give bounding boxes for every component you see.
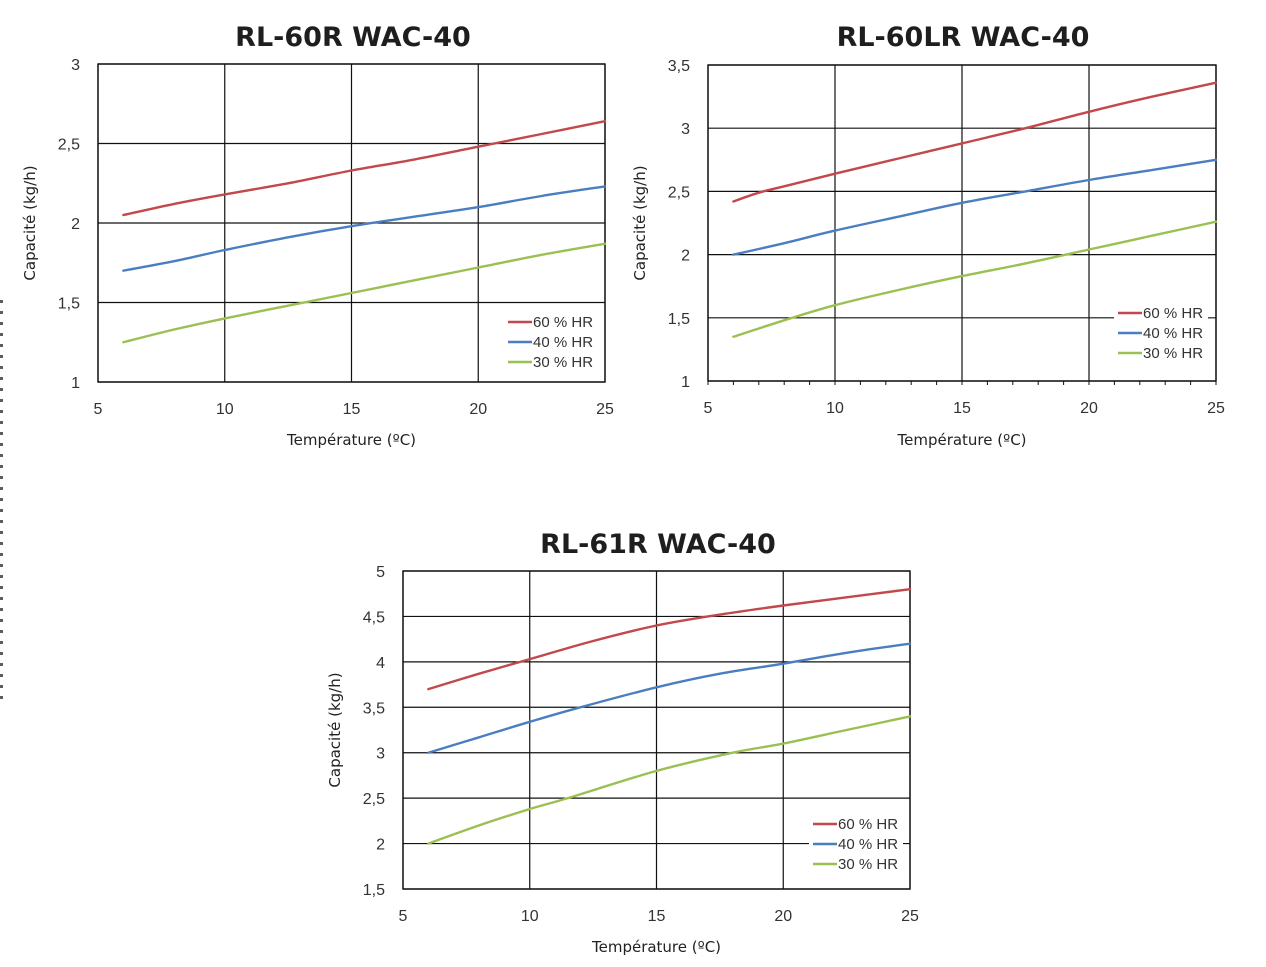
y-tick-label: 4 [376,655,385,672]
cropped-side-text [0,300,3,700]
chart-rl-61r: RL-61R WAC-40 1,5 2 2,5 3 3,5 4 4,5 5 5 10 15 20 25 Te… [305,508,945,967]
plot-frame [402,570,911,890]
x-axis-label: Température (ºC) [896,431,1026,449]
legend-background [504,310,598,370]
series-line-60-hr [427,588,912,691]
x-axis-label: Température (ºC) [591,938,721,956]
y-tick-label: 3 [376,746,385,763]
y-tick-label: 3 [71,57,80,74]
y-tick-label: 1 [71,375,80,392]
chart-title: RL-60LR WAC-40 [837,22,1090,53]
x-tick-label: 25 [596,401,614,418]
legend-label: 40 % HR [533,334,593,351]
y-tick-label: 2,5 [668,184,690,201]
y-axis-label: Capacité (kg/h) [21,165,39,280]
x-tick-label: 5 [704,400,713,417]
chart-title: RL-61R WAC-40 [540,529,776,560]
y-tick-label: 2 [376,837,385,854]
series-line-30-hr [427,715,912,845]
x-tick-label: 10 [521,908,539,925]
legend-label: 60 % HR [1143,305,1203,322]
x-tick-label: 20 [774,908,792,925]
y-tick-label: 2,5 [58,137,80,154]
series-line-40-hr [732,158,1218,256]
x-tick-label: 25 [901,908,919,925]
chart-title: RL-60R WAC-40 [235,22,471,53]
legend-label: 60 % HR [838,816,898,833]
y-axis-label: Capacité (kg/h) [326,672,344,787]
series-line-30-hr [122,242,607,344]
y-tick-label: 3,5 [363,700,385,717]
y-tick-label: 3,5 [668,58,690,75]
series-line-40-hr [427,642,912,754]
legend-label: 40 % HR [838,836,898,853]
x-tick-label: 10 [826,400,844,417]
y-tick-label: 4,5 [363,609,385,626]
series-line-60-hr [732,81,1218,203]
x-tick-label: 25 [1207,400,1225,417]
y-tick-label: 1,5 [363,882,385,899]
y-tick-label: 1 [681,374,690,391]
y-tick-label: 1,5 [58,296,80,313]
plot-frame [97,63,606,383]
series-line-60-hr [122,120,607,217]
x-tick-label: 15 [648,908,666,925]
legend-label: 60 % HR [533,314,593,331]
x-tick-label: 15 [343,401,361,418]
series-line-40-hr [122,185,607,272]
legend: 60 % HR 40 % HR 30 % HR [809,812,903,873]
chart-svg: RL-60LR WAC-40 1 1,5 2 2,5 3 3,5 5 10 15 20 25 Tempé… [631,22,1225,449]
y-tick-label: 3 [681,121,690,138]
x-tick-label: 5 [94,401,103,418]
legend: 60 % HR 40 % HR 30 % HR [504,310,598,371]
y-tick-label: 2,5 [363,791,385,808]
legend-label: 30 % HR [1143,345,1203,362]
y-tick-label: 2 [71,216,80,233]
chart-svg: RL-60R WAC-40 1 1,5 2 2,5 3 5 10 15 20 25 Températu… [21,22,614,449]
x-tick-label: 15 [953,400,971,417]
legend-background [1114,301,1208,361]
legend-label: 30 % HR [533,354,593,371]
y-tick-label: 5 [376,564,385,581]
legend-label: 40 % HR [1143,325,1203,342]
chart-rl-60r: RL-60R WAC-40 1 1,5 2 2,5 3 5 10 15 20 25 Températu… [0,0,630,460]
legend-background [809,812,903,872]
legend-label: 30 % HR [838,856,898,873]
y-axis-label: Capacité (kg/h) [631,165,649,280]
x-axis-label: Température (ºC) [286,431,416,449]
chart-svg: RL-61R WAC-40 1,5 2 2,5 3 3,5 4 4,5 5 5 10 15 20 25 Te… [326,529,919,956]
legend: 60 % HR 40 % HR 30 % HR [1114,301,1208,362]
y-tick-label: 1,5 [668,311,690,328]
x-tick-label: 5 [399,908,408,925]
chart-rl-60lr: RL-60LR WAC-40 1 1,5 2 2,5 3 3,5 5 10 15 20 25 Tempé… [630,0,1266,460]
x-tick-label: 20 [1080,400,1098,417]
x-tick-label: 20 [469,401,487,418]
x-tick-label: 10 [216,401,234,418]
y-tick-label: 2 [681,248,690,265]
series-line-30-hr [732,220,1218,338]
